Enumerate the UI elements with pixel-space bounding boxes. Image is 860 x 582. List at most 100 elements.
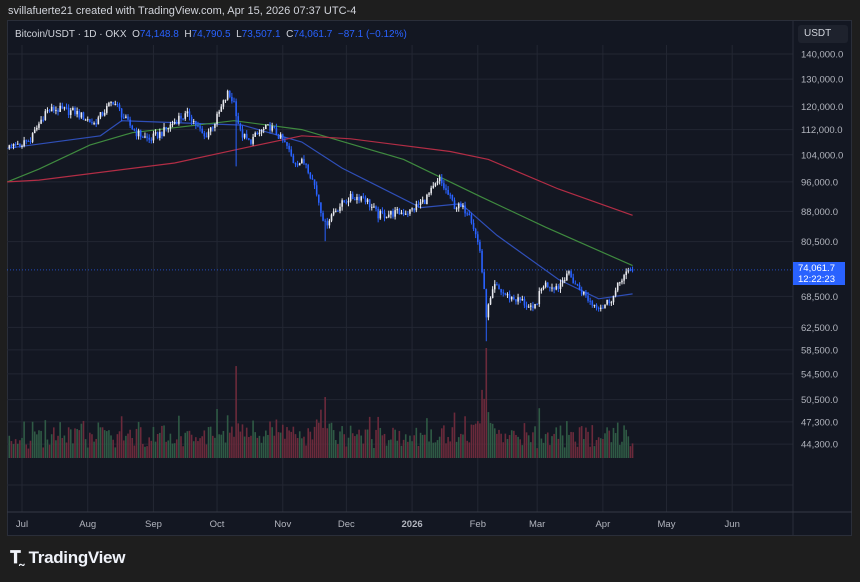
candle — [409, 209, 411, 216]
candle — [385, 216, 388, 219]
candle-body — [540, 289, 543, 292]
volume-bar — [500, 433, 502, 458]
volume-bar — [616, 422, 619, 458]
volume-bar — [57, 435, 59, 458]
candle — [156, 131, 159, 140]
low-label: L — [236, 29, 242, 40]
candle-body — [402, 212, 405, 215]
volume-bar — [555, 427, 558, 458]
volume-bar — [167, 440, 170, 458]
candle — [150, 137, 153, 144]
volume-bar — [464, 416, 466, 458]
candle — [108, 101, 110, 107]
candle-body — [279, 134, 282, 139]
candle-body — [604, 304, 606, 309]
volume-bar — [623, 425, 625, 458]
volume-bar — [373, 448, 375, 458]
candle — [445, 184, 447, 194]
candle-body — [192, 120, 195, 122]
volume-bar — [212, 435, 214, 458]
candle-body — [436, 181, 439, 184]
volume-bar — [84, 439, 87, 458]
price-tick-label: 47,300.0 — [801, 417, 838, 428]
volume-bar — [309, 431, 312, 458]
candle — [540, 287, 543, 294]
volume-bar — [394, 429, 396, 458]
candle — [218, 109, 220, 117]
candle-body — [36, 127, 38, 130]
candle — [404, 210, 407, 216]
candle-body — [356, 196, 358, 201]
volume-bar — [322, 427, 324, 458]
price-tick-label: 88,000.0 — [801, 207, 838, 218]
volume-bar — [491, 423, 494, 458]
high-label: H — [184, 29, 192, 40]
volume-bar — [161, 425, 163, 458]
volume-bar — [21, 437, 23, 458]
volume-bar — [36, 434, 38, 458]
volume-bar — [424, 434, 426, 458]
candle — [373, 203, 375, 208]
candle — [549, 286, 551, 292]
candle — [593, 304, 596, 308]
tradingview-logo[interactable]: 𝐓˷ TradingView — [10, 548, 125, 568]
candle-body — [201, 128, 203, 134]
symbol-legend[interactable]: Bitcoin/USDT · 1D · OKX O74,148.8 H74,79… — [15, 29, 407, 40]
close-value: 74,061.7 — [293, 29, 333, 40]
volume-bar — [625, 429, 627, 458]
candle — [265, 124, 267, 130]
candle — [504, 292, 507, 296]
candle — [159, 128, 161, 141]
candle — [629, 267, 632, 272]
candle-body — [245, 133, 248, 139]
candle — [570, 269, 572, 278]
volume-bar — [129, 429, 131, 458]
candle — [354, 196, 356, 201]
candle — [343, 200, 346, 203]
candle-body — [551, 287, 553, 289]
candle-body — [254, 132, 256, 137]
candle — [561, 277, 564, 287]
volume-bar — [313, 426, 316, 458]
candle-body — [27, 140, 30, 142]
candle-body — [258, 132, 261, 135]
volume-bar — [385, 445, 388, 458]
volume-bar — [574, 441, 577, 458]
price-tick-label: 140,000.0 — [801, 50, 843, 61]
candle-body — [570, 271, 572, 278]
candle — [50, 103, 53, 112]
candle — [182, 118, 184, 121]
volume-bar — [572, 432, 574, 458]
time-tick-label: Feb — [470, 519, 486, 530]
candle — [284, 136, 286, 143]
volume-bar — [182, 446, 184, 458]
currency-button[interactable]: USDT — [798, 25, 848, 43]
candle-body — [337, 210, 339, 212]
volume-bar — [216, 408, 218, 458]
candle — [216, 111, 218, 127]
candle — [595, 303, 598, 311]
candle — [498, 283, 500, 290]
volume-bar — [513, 430, 515, 458]
candle-body — [489, 298, 492, 305]
volume-bar — [599, 438, 602, 458]
volume-bar — [296, 438, 299, 458]
candle-body — [142, 136, 144, 138]
candle-body — [510, 296, 513, 300]
candle-body — [182, 118, 184, 120]
candle — [279, 132, 282, 139]
candle-body — [343, 200, 346, 203]
volume-bar — [23, 421, 25, 458]
candle-body — [199, 126, 201, 129]
candle — [396, 206, 399, 214]
volume-bar — [254, 432, 256, 458]
volume-bar — [222, 430, 225, 458]
candle — [572, 273, 574, 284]
candle-body — [417, 204, 420, 206]
volume-bars — [8, 348, 634, 458]
candle-body — [118, 104, 121, 109]
candle-body — [173, 121, 176, 124]
volume-bar — [197, 441, 199, 458]
candle — [61, 102, 64, 110]
